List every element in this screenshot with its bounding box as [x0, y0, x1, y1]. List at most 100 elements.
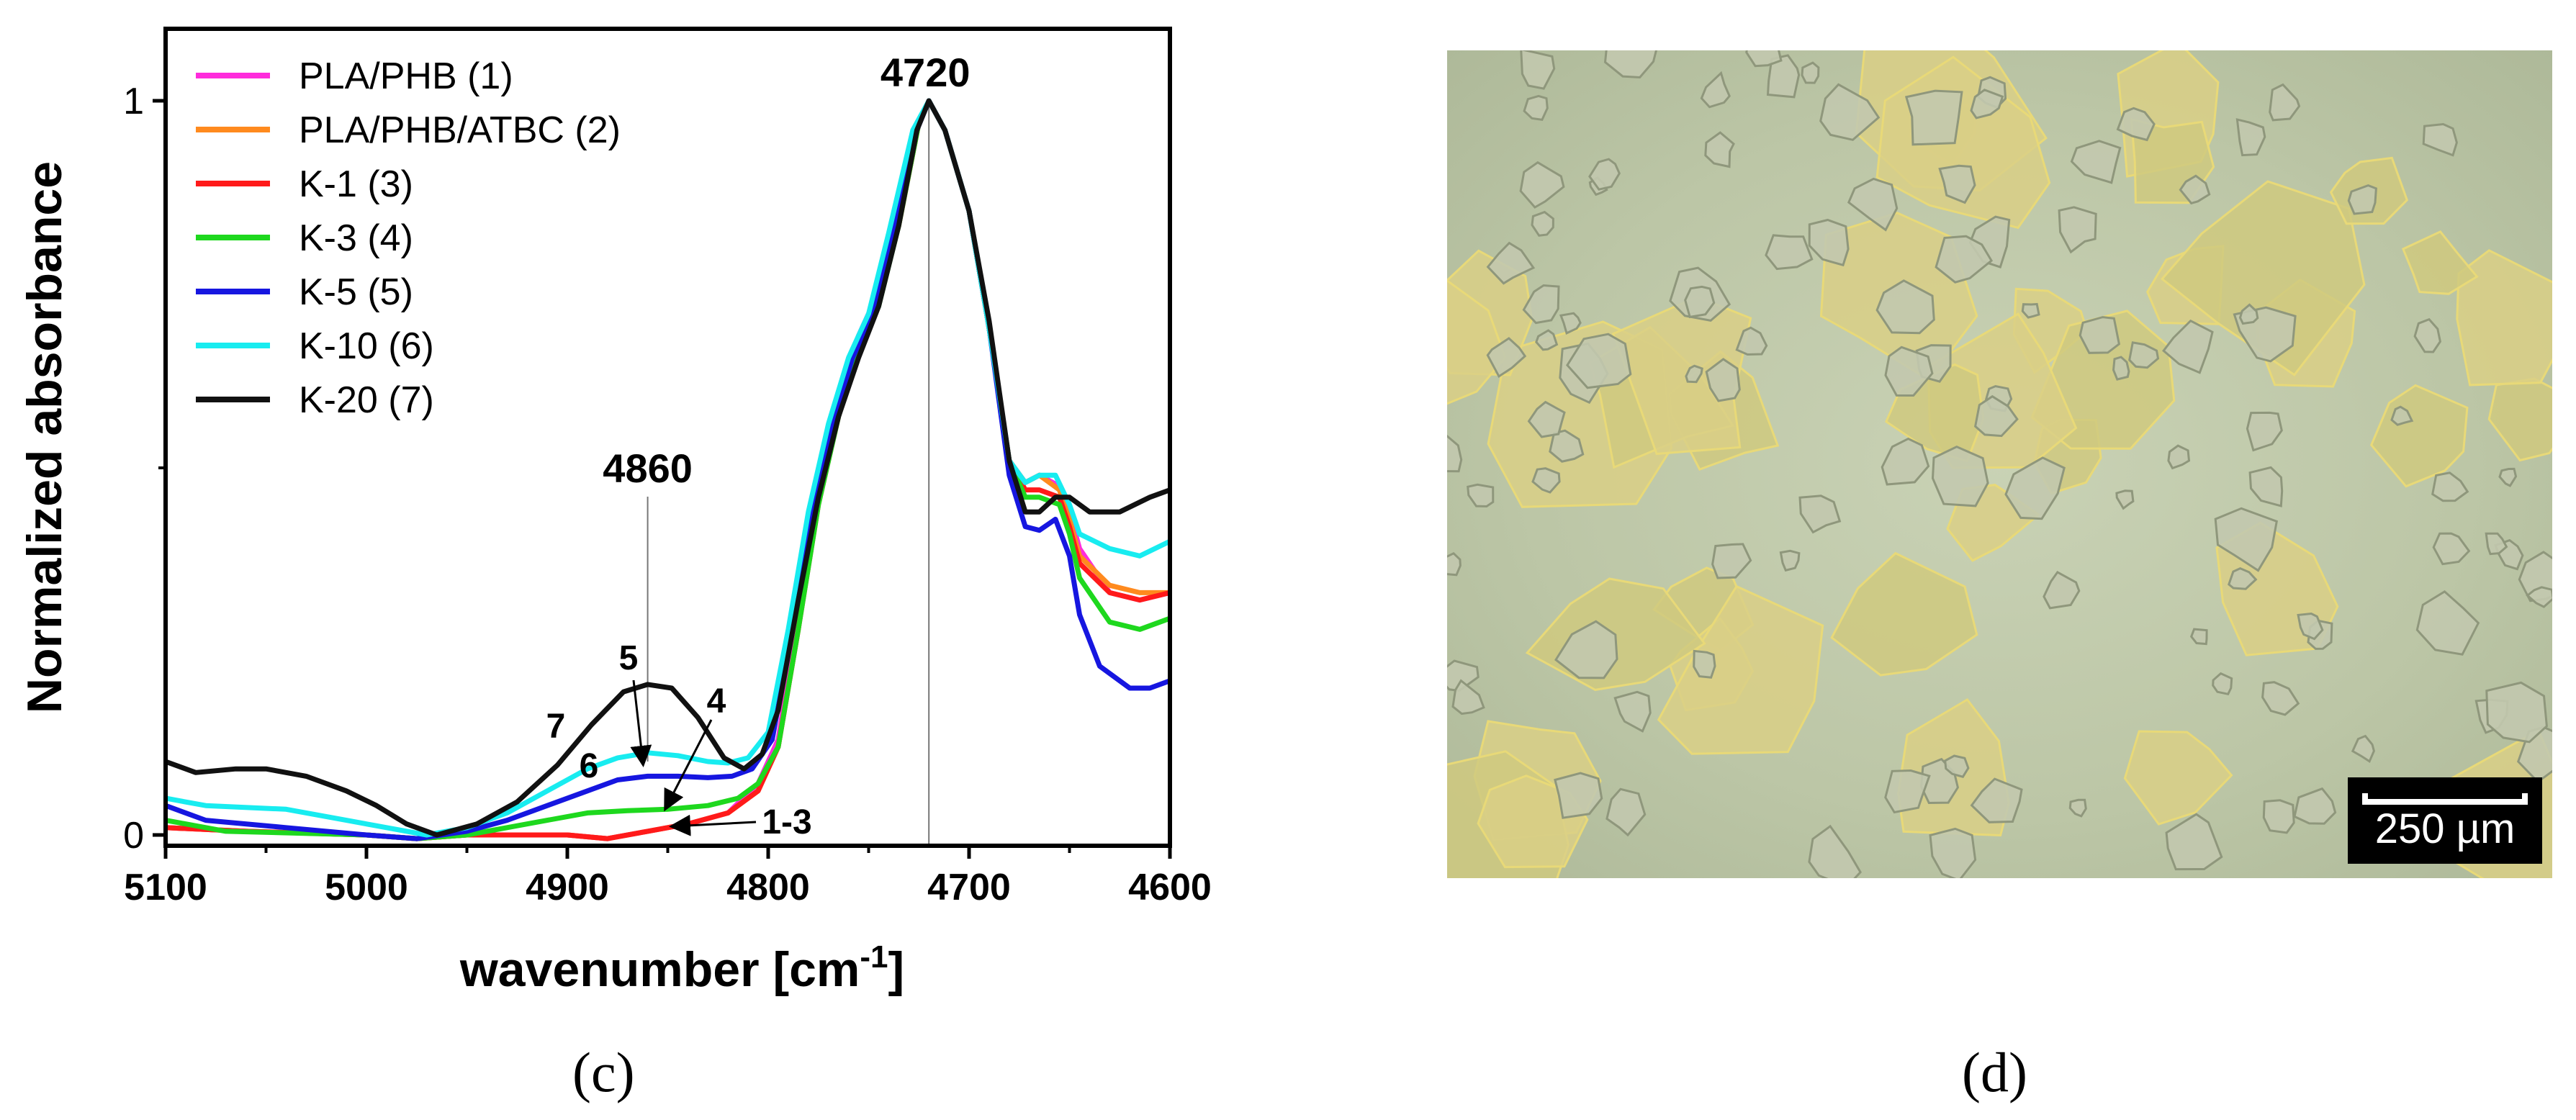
particle-grain — [2238, 303, 2259, 325]
legend-label-5: K-5 (5) — [299, 271, 413, 313]
particle-grain — [1884, 346, 1934, 397]
particle-grain — [1693, 649, 1716, 679]
particle-grain — [2162, 319, 2214, 374]
x-tick-label: 4900 — [526, 867, 609, 908]
legend-label-1: PLA/PHB (1) — [299, 55, 513, 97]
particle-flake — [2369, 384, 2469, 488]
particle-grain — [2214, 507, 2279, 572]
x-tick-label: 4700 — [927, 867, 1011, 908]
particle-grain — [2128, 341, 2160, 369]
particle-grain — [1808, 218, 1850, 267]
x-tick-label: 4800 — [726, 867, 810, 908]
particle-grain — [1711, 543, 1752, 579]
particle-grain — [2165, 813, 2223, 871]
particle-grain — [1779, 549, 1801, 572]
particle-grain — [1447, 552, 1462, 577]
particle-grain — [1801, 61, 1820, 84]
micrograph-image: 250 µm — [1447, 50, 2552, 878]
peak-label-4720: 4720 — [881, 50, 970, 95]
particle-grain — [1566, 333, 1632, 389]
particle-flake — [2487, 377, 2552, 462]
x-axis-label: wavenumber [cm-1] — [459, 939, 904, 997]
x-tick-label: 4600 — [1128, 867, 1212, 908]
particle-grain — [1613, 690, 1652, 733]
plot-frame — [163, 27, 1172, 848]
particle-grain — [2058, 206, 2097, 254]
particle-grain — [2485, 681, 2548, 744]
particle-flake — [2456, 249, 2552, 387]
legend-label-3: K-1 (3) — [299, 163, 413, 205]
panel-label-c: (c) — [572, 1041, 635, 1103]
particle-grain — [2115, 489, 2135, 510]
y-tick-label: 1 — [123, 81, 144, 122]
particle-grain — [1535, 329, 1559, 351]
micrograph-particles — [1447, 50, 2552, 878]
particle-flake — [1657, 584, 1824, 755]
particle-grain — [1798, 494, 1842, 534]
particle-grain — [1531, 210, 1554, 237]
particle-grain — [2431, 471, 2469, 502]
particle-grain — [2112, 356, 2130, 381]
particle-grain — [2390, 405, 2414, 426]
particle-grain — [2293, 787, 2337, 825]
scale-bar: 250 µm — [2348, 777, 2542, 864]
particle-grain — [2269, 83, 2301, 122]
particle-grain — [2351, 734, 2375, 764]
particle-flake — [1447, 279, 1507, 405]
particle-grain — [1554, 620, 1618, 679]
particle-grain — [1931, 445, 1989, 507]
particle-grain — [1875, 279, 1935, 335]
particle-grain — [1684, 285, 1716, 319]
particle-grain — [2189, 628, 2208, 646]
particle-flake — [2401, 230, 2479, 295]
particle-grain — [1904, 89, 1963, 146]
particle-grain — [1705, 358, 1741, 402]
particle-grain — [1847, 177, 1899, 232]
particle-grain — [2413, 317, 2441, 353]
particle-grain — [1970, 89, 2004, 119]
particle-grain — [1970, 777, 2023, 823]
y-tick-label: 0 — [123, 815, 144, 857]
x-tick-label: 5000 — [325, 867, 408, 908]
curve-label-7: 7 — [546, 708, 566, 746]
particle-grain — [1522, 284, 1560, 325]
particle-grain — [1549, 429, 1585, 463]
particle-grain — [1447, 434, 1463, 473]
particle-grain — [2415, 590, 2480, 656]
particle-grain — [1520, 50, 1556, 90]
scale-bar-label: 250 µm — [2374, 805, 2516, 852]
particle-grain — [2116, 107, 2156, 142]
particle-grain — [1735, 326, 1768, 356]
particle-grain — [1519, 161, 1565, 209]
particle-grain — [2347, 184, 2377, 215]
particle-grain — [1765, 234, 1814, 271]
legend-label-4: K-3 (4) — [299, 217, 413, 259]
scale-bar-line — [2362, 793, 2528, 805]
particle-grain — [2068, 798, 2087, 818]
curve-label-4: 4 — [707, 682, 726, 721]
particle-grain — [2235, 118, 2266, 157]
particle-grain — [1527, 400, 1566, 438]
particle-grain — [2179, 174, 2211, 205]
particle-grain — [2021, 302, 2040, 319]
particle-grain — [2498, 467, 2518, 487]
particle-grain — [1745, 50, 1783, 68]
particle-flake — [2160, 180, 2366, 376]
particle-grain — [2485, 532, 2508, 556]
particle-grain — [1935, 235, 1994, 284]
particle-grain — [2246, 411, 2283, 452]
particle-grain — [1467, 483, 1495, 508]
y-axis-label: Normalized absorbance — [17, 161, 72, 713]
particle-grain — [2422, 122, 2458, 157]
particle-flake — [2123, 730, 2233, 826]
particle-grain — [2432, 532, 2471, 566]
particle-grain — [2070, 140, 2122, 184]
particle-grain — [1531, 467, 1561, 494]
panel-label-d: (d) — [1962, 1041, 2027, 1103]
particle-grain — [1973, 394, 2019, 438]
particle-grain — [1559, 312, 1582, 335]
curve-label-5: 5 — [619, 639, 639, 677]
particle-grain — [1685, 364, 1703, 384]
particle-grain — [1808, 824, 1862, 878]
